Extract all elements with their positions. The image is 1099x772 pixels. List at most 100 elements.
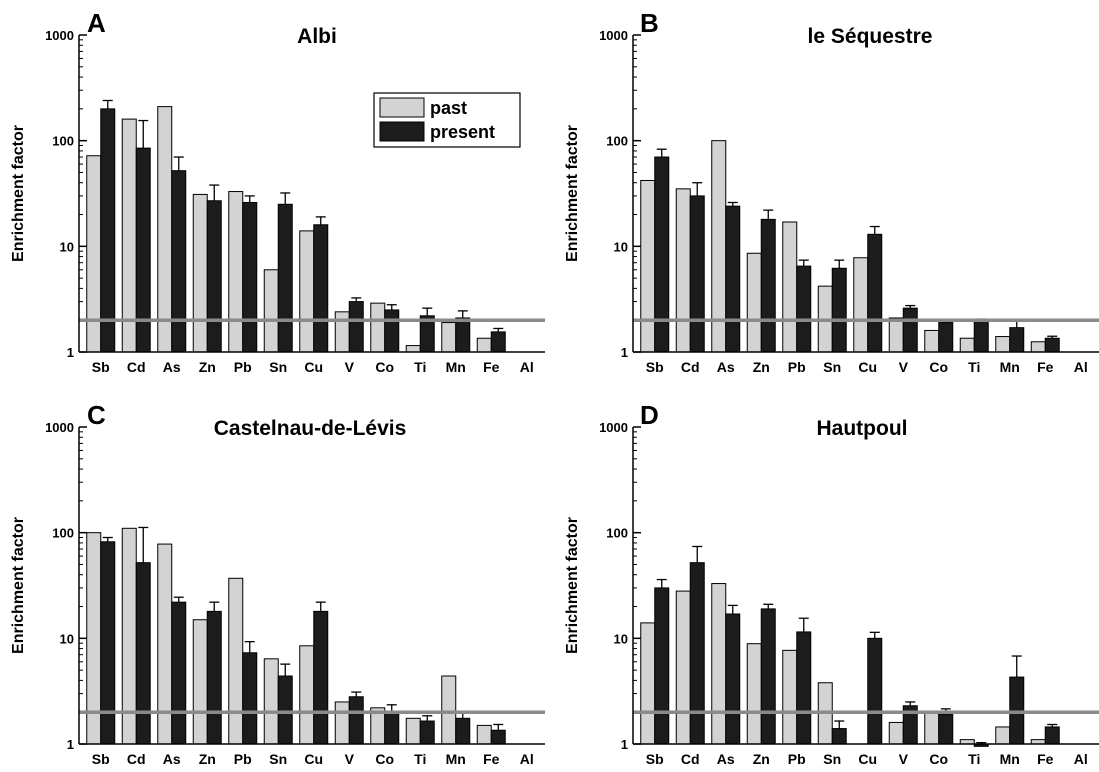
panel-letter: C (87, 400, 106, 430)
bar-present-v (348, 301, 364, 353)
bar-present-sb (654, 587, 670, 745)
bar-past-sn (263, 658, 279, 745)
bar-present-zn (206, 200, 222, 353)
bar-present-v (902, 307, 918, 353)
x-tick-label-mn: Mn (1000, 359, 1020, 375)
x-tick-label-cd: Cd (681, 751, 700, 767)
x-tick-label-cd: Cd (127, 751, 146, 767)
bar-past-sn (263, 269, 279, 353)
bar-present-cu (313, 610, 329, 745)
x-tick-label-cu: Cu (858, 359, 877, 375)
x-tick-label-cd: Cd (681, 359, 700, 375)
bar-past-zn (746, 643, 762, 745)
bar-past-mn (995, 726, 1011, 745)
bar-present-as (725, 205, 741, 353)
bar-past-sb (86, 155, 102, 353)
y-tick-label: 10 (60, 631, 74, 646)
chart-panel-a: A Albi Enrichment factor 1 10 100 1000 Sb Cd As Zn… (10, 8, 545, 375)
x-tick-label-fe: Fe (483, 359, 500, 375)
x-tick-label-pb: Pb (788, 751, 806, 767)
y-tick-label: 1000 (45, 28, 74, 43)
bar-past-sb (640, 179, 656, 353)
x-tick-label-zn: Zn (199, 359, 216, 375)
x-tick-label-cu: Cu (304, 751, 323, 767)
legend-swatch-past (379, 97, 425, 118)
bar-past-cu (299, 230, 315, 353)
x-tick-label-sb: Sb (92, 751, 110, 767)
x-tick-label-al: Al (1074, 359, 1088, 375)
bar-past-mn (441, 675, 457, 745)
y-tick-label: 1000 (599, 28, 628, 43)
y-tick-label: 100 (606, 526, 628, 541)
bar-past-cu (299, 645, 315, 745)
x-tick-label-pb: Pb (788, 359, 806, 375)
panel-letter: A (87, 8, 106, 38)
x-tick-label-as: As (717, 359, 735, 375)
bar-past-ti (959, 337, 975, 353)
chart-panel-d: D Hautpoul Enrichment factor 1 10 100 1000 Sb Cd… (564, 400, 1099, 767)
bar-past-cd (675, 188, 691, 353)
y-tick-label: 1 (67, 345, 74, 360)
x-tick-label-cu: Cu (304, 359, 323, 375)
bar-present-pb (796, 631, 812, 745)
y-axis-label: Enrichment factor (10, 517, 27, 654)
x-tick-label-ti: Ti (968, 359, 980, 375)
bar-present-as (725, 613, 741, 745)
y-tick-label: 10 (60, 239, 74, 254)
bar-present-fe (490, 331, 506, 353)
bar-present-mn (455, 717, 471, 745)
y-tick-label: 100 (606, 134, 628, 149)
x-tick-label-cd: Cd (127, 359, 146, 375)
panel-title: le Séquestre (808, 25, 933, 48)
bar-present-zn (206, 610, 222, 745)
bar-present-sb (654, 156, 670, 353)
bar-past-fe (1030, 341, 1046, 353)
bar-past-v (888, 317, 904, 353)
x-tick-label-co: Co (929, 359, 948, 375)
bar-present-cu (313, 224, 329, 353)
x-tick-label-mn: Mn (446, 751, 466, 767)
bar-past-pb (782, 221, 798, 353)
bar-past-zn (192, 619, 208, 745)
x-tick-label-fe: Fe (1037, 359, 1054, 375)
bar-present-sn (831, 728, 847, 745)
legend-label-past: past (430, 98, 467, 118)
x-tick-label-fe: Fe (483, 751, 500, 767)
bar-past-mn (441, 322, 457, 353)
bar-past-pb (782, 649, 798, 745)
bar-past-co (370, 302, 386, 353)
x-tick-label-mn: Mn (446, 359, 466, 375)
bar-past-as (711, 583, 727, 745)
bar-present-pb (796, 265, 812, 353)
x-tick-label-as: As (163, 751, 181, 767)
y-tick-label: 1000 (599, 420, 628, 435)
bar-present-as (171, 170, 187, 353)
x-tick-label-ti: Ti (414, 359, 426, 375)
x-tick-label-ti: Ti (414, 751, 426, 767)
panel-title: Hautpoul (817, 417, 908, 440)
x-tick-label-co: Co (375, 751, 394, 767)
bar-past-v (888, 721, 904, 745)
bar-present-fe (1044, 337, 1060, 353)
y-tick-label: 1 (621, 737, 628, 752)
x-tick-label-sn: Sn (269, 359, 287, 375)
bar-present-co (384, 309, 400, 353)
legend-swatch-present (379, 121, 425, 142)
bar-past-cu (853, 257, 869, 353)
bar-present-cu (867, 637, 883, 745)
x-tick-label-al: Al (520, 751, 534, 767)
bar-present-v (348, 696, 364, 745)
x-tick-label-fe: Fe (1037, 751, 1054, 767)
bar-present-ti (419, 720, 435, 745)
x-tick-label-zn: Zn (753, 359, 770, 375)
bar-present-as (171, 601, 187, 745)
bar-present-fe (490, 729, 506, 745)
bar-past-pb (228, 577, 244, 745)
bar-past-pb (228, 191, 244, 353)
bar-present-sn (277, 203, 293, 353)
bar-past-as (157, 106, 173, 353)
x-tick-label-as: As (717, 751, 735, 767)
x-tick-label-sn: Sn (823, 751, 841, 767)
